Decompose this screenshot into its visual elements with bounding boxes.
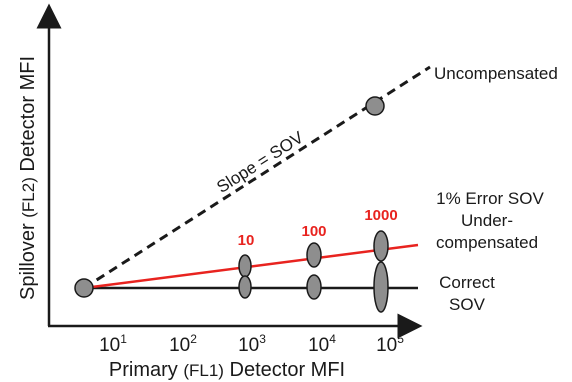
pop-marker-10-red [238, 254, 252, 278]
pop-marker-100-red [306, 242, 322, 268]
uncompensated-marker [365, 96, 385, 116]
slope-label: Slope = SOV [213, 127, 307, 196]
uncompensated-line [83, 65, 431, 290]
x-axis-label: Primary (FL1) Detector MFI [109, 359, 345, 381]
pop-marker-1000-red [373, 230, 389, 262]
y-axis-label-part2: (FL2) [19, 177, 38, 218]
red-label-1000: 1000 [364, 207, 397, 224]
origin-marker [74, 278, 94, 298]
y-axis-label-part1: Spillover [17, 218, 39, 300]
compensated-label: compensated [436, 233, 538, 252]
x-tick-1: 101 [99, 332, 127, 356]
pop-marker-1000-black [373, 261, 389, 313]
correct-label: Correct [439, 273, 495, 292]
pop-marker-100-black [306, 274, 322, 300]
y-axis-label-part3: Detector MFI [17, 56, 39, 177]
error-sov-label: 1% Error SOV [436, 189, 544, 208]
red-label-10: 10 [238, 232, 255, 249]
red-label-100: 100 [301, 223, 326, 240]
x-tick-4: 104 [308, 332, 336, 356]
x-tick-2: 102 [169, 332, 197, 356]
x-tick-3: 103 [238, 332, 266, 356]
pop-marker-10-black [238, 275, 252, 299]
y-axis-label: Spillover (FL2) Detector MFI [17, 56, 39, 300]
uncompensated-label: Uncompensated [434, 64, 558, 83]
sov-label: SOV [449, 295, 486, 314]
x-tick-5: 105 [376, 332, 404, 356]
under-label: Under- [461, 211, 513, 230]
